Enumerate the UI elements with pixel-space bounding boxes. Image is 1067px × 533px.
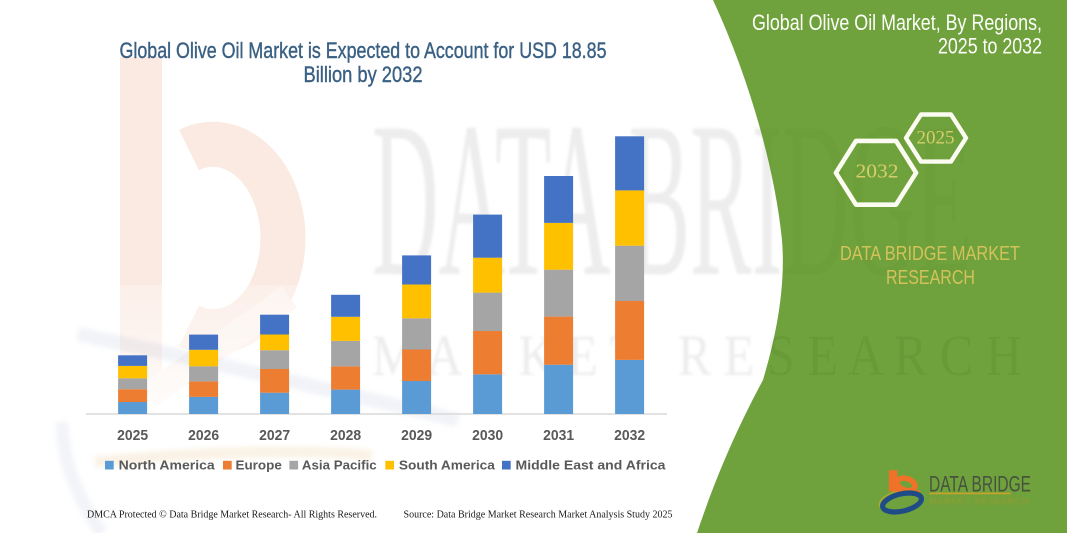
svg-text:2025: 2025	[917, 127, 955, 148]
svg-text:Billion by 2032: Billion by 2032	[304, 62, 423, 87]
svg-text:2030: 2030	[472, 427, 503, 444]
svg-text:2025: 2025	[117, 427, 148, 444]
svg-text:2026: 2026	[188, 427, 219, 444]
svg-text:2025 to 2032: 2025 to 2032	[938, 34, 1042, 59]
svg-text:2032: 2032	[614, 427, 645, 444]
svg-text:Middle East and Africa: Middle East and Africa	[516, 458, 667, 472]
svg-text:Europe: Europe	[236, 458, 282, 472]
svg-text:2031: 2031	[543, 427, 574, 444]
svg-text:Global Olive Oil Market, By Re: Global Olive Oil Market, By Regions,	[752, 10, 1042, 35]
svg-text:RESEARCH: RESEARCH	[886, 266, 975, 289]
svg-text:Source: Data Bridge Market Res: Source: Data Bridge Market Research Mark…	[404, 510, 673, 521]
svg-text:2027: 2027	[259, 427, 290, 444]
svg-text:2029: 2029	[401, 427, 432, 444]
svg-text:MARKET RESEARCH: MARKET RESEARCH	[930, 497, 1030, 508]
svg-text:Asia Pacific: Asia Pacific	[302, 458, 377, 472]
svg-text:DATA BRIDGE MARKET: DATA BRIDGE MARKET	[840, 242, 1020, 265]
svg-text:DMCA Protected © Data Bridge M: DMCA Protected © Data Bridge Market Rese…	[87, 510, 377, 521]
svg-text:2028: 2028	[330, 427, 361, 444]
svg-text:South America: South America	[399, 458, 496, 472]
svg-text:2032: 2032	[856, 162, 899, 183]
svg-text:North America: North America	[119, 458, 216, 472]
svg-text:Global Olive Oil Market is Exp: Global Olive Oil Market is Expected to A…	[120, 38, 607, 63]
svg-text:DATA BRIDGE: DATA BRIDGE	[929, 472, 1031, 497]
